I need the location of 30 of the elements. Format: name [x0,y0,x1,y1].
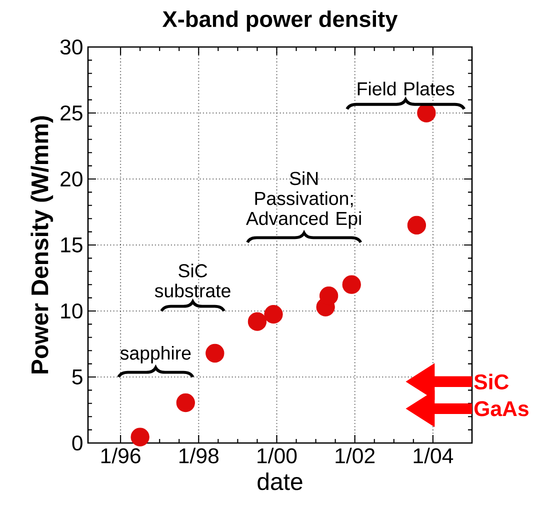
point [319,286,338,306]
x-tick-label: 1/98 [180,448,218,464]
x-tick-label: 1/00 [258,448,297,464]
y-tick-label: 10 [61,303,82,319]
point [264,304,283,324]
point [417,104,436,122]
y-tick-label: 25 [60,105,82,121]
annotation: SiC substrate [154,264,230,298]
point [342,275,361,294]
point [176,393,195,412]
text: GaAs [474,401,528,416]
annotation: sapphire [120,346,191,364]
y-tick-label: 0 [72,435,82,451]
point [130,428,150,446]
y-tick-label: 20 [60,171,82,187]
point [206,344,224,363]
text: SiC [474,374,509,390]
point [248,312,267,331]
annotation: SiN Passivation; Advanced Epi [246,171,361,229]
x-tick-label: 1/02 [336,448,375,464]
point [407,216,426,235]
x-axis-title: date [258,472,302,490]
annotation: Field Plates [358,82,454,96]
y-tick-label: 30 [60,39,82,55]
y-tick-label: 15 [61,238,82,252]
chart-title: X-band power density [162,10,398,32]
y-tick-label: 5 [72,370,82,384]
x-tick-label: 1/96 [101,448,140,464]
y-axis-title: Power Density (W/mm) [30,116,54,374]
x-tick-label: 1/04 [414,448,454,464]
